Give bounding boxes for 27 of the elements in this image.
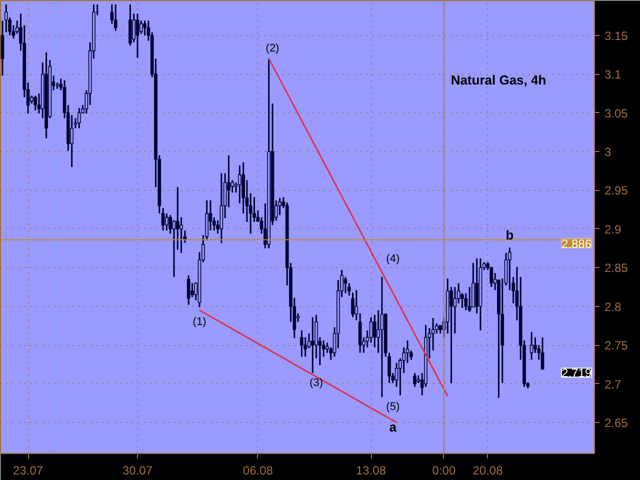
- annotation: a: [389, 420, 398, 435]
- y-tick-label: 2.75: [604, 338, 628, 353]
- ref-line-label: 2.886: [561, 236, 592, 251]
- y-tick-label: 2.85: [604, 261, 628, 276]
- y-tick-label: 2.7: [604, 377, 622, 392]
- x-tick-label: 30.07: [122, 464, 153, 478]
- y-tick-label: 2.9: [604, 222, 622, 236]
- x-tick-label: 13.08: [356, 464, 386, 478]
- y-tick-label: 3.15: [604, 28, 628, 43]
- y-tick-label: 2.65: [604, 416, 628, 430]
- annotation: (1): [192, 316, 206, 328]
- x-tick-label: 06.08: [242, 464, 274, 478]
- y-tick-label: 3.1: [604, 68, 622, 82]
- annotation: (2): [266, 42, 280, 55]
- annotation: (3): [310, 377, 324, 390]
- text: Natural Gas, 4h: [450, 72, 546, 88]
- x-tick-label: 23.07: [13, 464, 44, 478]
- annotation: (4): [386, 253, 400, 266]
- annotation: (5): [386, 401, 400, 414]
- y-tick-label: 3: [604, 145, 612, 159]
- x-tick-label: 0:00: [432, 464, 456, 478]
- y-tick-label: 3.05: [604, 106, 628, 120]
- y-tick-label: 2.95: [604, 184, 628, 198]
- text: 2.719: [561, 366, 592, 380]
- annotation: b: [506, 228, 514, 243]
- y-tick-label: 2.8: [604, 300, 622, 314]
- x-tick-label: 20.08: [472, 464, 504, 478]
